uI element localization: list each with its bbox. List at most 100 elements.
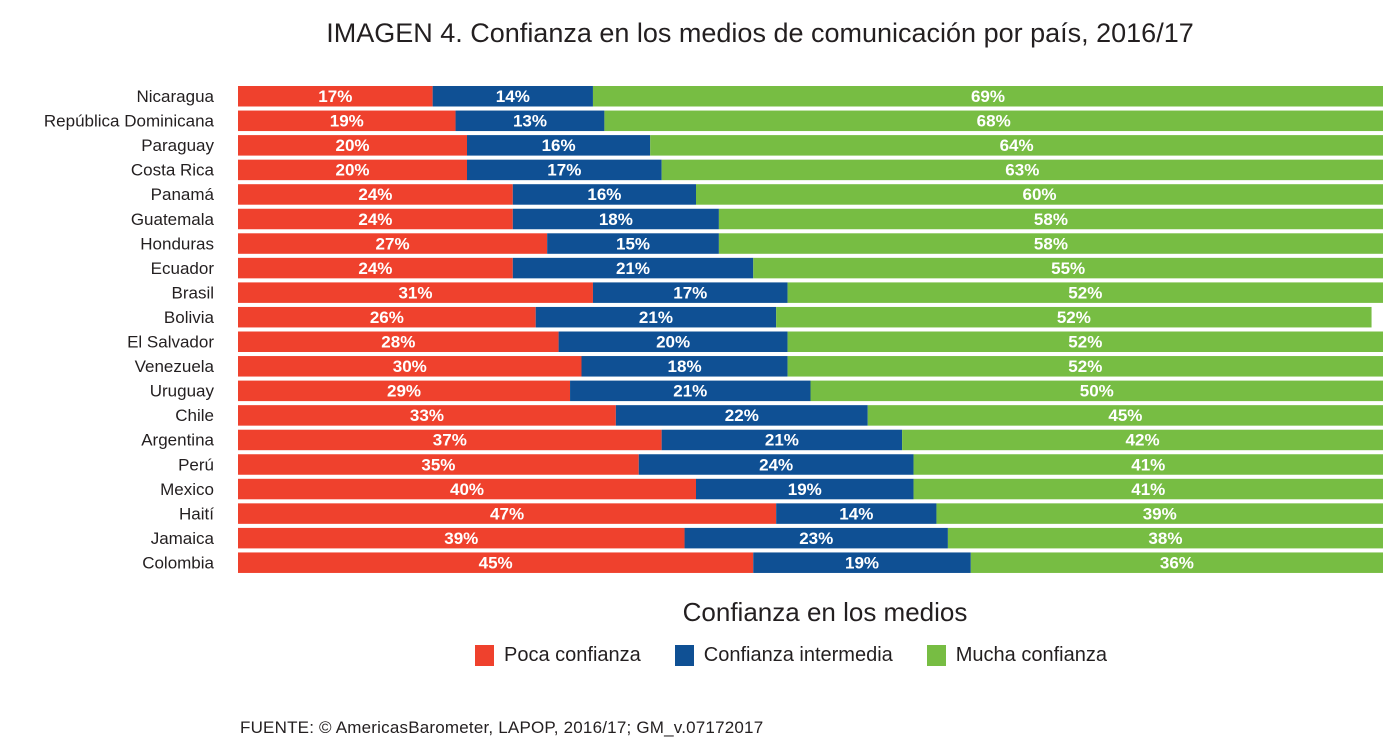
bar-bolivia-mucha-confianza bbox=[776, 306, 1372, 328]
bar-honduras-mucha-confianza bbox=[718, 233, 1383, 254]
data-label-chile-confianza-intermedia: 22% bbox=[725, 406, 759, 425]
data-label-ecuador-confianza-intermedia: 21% bbox=[616, 259, 650, 278]
data-label-jamaica-confianza-intermedia: 23% bbox=[799, 529, 833, 548]
bar-venezuela-confianza-intermedia bbox=[581, 356, 788, 377]
bar-chile-mucha-confianza bbox=[867, 405, 1383, 426]
country-label-argentina: Argentina bbox=[141, 431, 214, 450]
bar-argentina-confianza-intermedia bbox=[661, 429, 903, 451]
bar-jamaica-confianza-intermedia bbox=[684, 527, 948, 549]
data-label-brasil-mucha-confianza: 52% bbox=[1068, 283, 1102, 302]
country-label-bolivia: Bolivia bbox=[164, 308, 215, 327]
data-label-el-salvador-mucha-confianza: 52% bbox=[1068, 333, 1102, 352]
bar-bolivia-poca-confianza bbox=[238, 306, 536, 328]
data-label-costa-rica-confianza-intermedia: 17% bbox=[547, 161, 581, 180]
bar-brasil-mucha-confianza bbox=[787, 282, 1383, 303]
bar-argentina-poca-confianza bbox=[238, 429, 662, 451]
country-label-mexico: Mexico bbox=[160, 480, 214, 499]
data-label-el-salvador-confianza-intermedia: 20% bbox=[656, 333, 690, 352]
data-label-peru-mucha-confianza: 41% bbox=[1131, 455, 1165, 474]
bar-haiti-poca-confianza bbox=[238, 503, 777, 524]
bar-guatemala-confianza-intermedia bbox=[512, 208, 719, 230]
data-label-chile-poca-confianza: 33% bbox=[410, 406, 444, 425]
bar-costa-rica-confianza-intermedia bbox=[467, 159, 662, 181]
bar-honduras-confianza-intermedia bbox=[547, 233, 719, 254]
bar-panama-mucha-confianza bbox=[696, 184, 1383, 205]
data-label-argentina-mucha-confianza: 42% bbox=[1126, 431, 1160, 450]
data-label-mexico-mucha-confianza: 41% bbox=[1131, 480, 1165, 499]
data-label-bolivia-poca-confianza: 26% bbox=[370, 308, 404, 327]
data-label-nicaragua-poca-confianza: 17% bbox=[318, 87, 352, 106]
bar-chile-confianza-intermedia bbox=[615, 405, 868, 426]
data-label-venezuela-poca-confianza: 30% bbox=[393, 357, 427, 376]
legend-swatch-poca bbox=[475, 645, 494, 666]
bar-jamaica-poca-confianza bbox=[238, 527, 685, 549]
data-label-brasil-confianza-intermedia: 17% bbox=[673, 283, 707, 302]
data-label-costa-rica-mucha-confianza: 63% bbox=[1005, 161, 1039, 180]
data-label-bolivia-mucha-confianza: 52% bbox=[1057, 308, 1091, 327]
bar-nicaragua-poca-confianza bbox=[238, 86, 433, 107]
data-label-chile-mucha-confianza: 45% bbox=[1108, 406, 1142, 425]
data-label-nicaragua-confianza-intermedia: 14% bbox=[496, 87, 530, 106]
data-label-haiti-confianza-intermedia: 14% bbox=[839, 504, 873, 523]
bar-peru-poca-confianza bbox=[238, 454, 639, 475]
country-label-jamaica: Jamaica bbox=[151, 529, 215, 548]
data-label-mexico-poca-confianza: 40% bbox=[450, 480, 484, 499]
data-label-mexico-confianza-intermedia: 19% bbox=[788, 480, 822, 499]
bar-bolivia-confianza-intermedia bbox=[535, 306, 777, 328]
data-label-ecuador-mucha-confianza: 55% bbox=[1051, 259, 1085, 278]
country-label-haiti: Haití bbox=[179, 504, 214, 523]
bar-el-salvador-confianza-intermedia bbox=[558, 331, 788, 352]
bar-guatemala-poca-confianza bbox=[238, 208, 513, 230]
bar-panama-confianza-intermedia bbox=[512, 184, 696, 205]
bar-chile-poca-confianza bbox=[238, 405, 616, 426]
data-label-colombia-confianza-intermedia: 19% bbox=[845, 553, 879, 572]
data-label-nicaragua-mucha-confianza: 69% bbox=[971, 87, 1005, 106]
bar-mexico-poca-confianza bbox=[238, 478, 696, 500]
data-label-uruguay-mucha-confianza: 50% bbox=[1080, 382, 1114, 401]
data-label-guatemala-poca-confianza: 24% bbox=[358, 210, 392, 229]
data-label-peru-confianza-intermedia: 24% bbox=[759, 455, 793, 474]
source-note: FUENTE: © AmericasBarometer, LAPOP, 2016… bbox=[240, 718, 764, 737]
bar-panama-poca-confianza bbox=[238, 184, 513, 205]
bar-venezuela-mucha-confianza bbox=[787, 356, 1383, 377]
bar-republica-dominicana-poca-confianza bbox=[238, 110, 456, 132]
bar-nicaragua-mucha-confianza bbox=[592, 86, 1383, 107]
country-label-el-salvador: El Salvador bbox=[127, 333, 214, 352]
data-label-haiti-mucha-confianza: 39% bbox=[1143, 504, 1177, 523]
legend-item-poca: Poca confianza bbox=[475, 644, 641, 667]
data-label-uruguay-confianza-intermedia: 21% bbox=[673, 382, 707, 401]
country-label-chile: Chile bbox=[175, 406, 214, 425]
data-label-jamaica-poca-confianza: 39% bbox=[444, 529, 478, 548]
bar-paraguay-poca-confianza bbox=[238, 135, 467, 156]
data-label-peru-poca-confianza: 35% bbox=[421, 455, 455, 474]
legend-item-mucha: Mucha confianza bbox=[926, 644, 1107, 667]
data-label-honduras-mucha-confianza: 58% bbox=[1034, 234, 1068, 253]
stacked-bar-chart: Nicaragua República Dominicana Paraguay Cos… bbox=[44, 86, 1383, 573]
data-label-paraguay-confianza-intermedia: 16% bbox=[542, 136, 576, 155]
bar-jamaica-mucha-confianza bbox=[947, 527, 1383, 549]
bar-ecuador-confianza-intermedia bbox=[512, 257, 754, 279]
bar-haiti-mucha-confianza bbox=[936, 503, 1383, 524]
country-label-colombia: Colombia bbox=[142, 553, 214, 572]
legend-label-intermedia: Confianza intermedia bbox=[703, 644, 893, 666]
country-label-republica-dominicana: República Dominicana bbox=[44, 112, 215, 131]
bars: 17% 14% 69% 19% 13% 68% 20% 16% 64% 20% 17% 63% 24% 1… bbox=[238, 86, 1383, 573]
legend-item-intermedia: Confianza intermedia bbox=[674, 644, 893, 667]
data-label-panama-mucha-confianza: 60% bbox=[1022, 185, 1056, 204]
bar-uruguay-confianza-intermedia bbox=[570, 380, 811, 402]
bar-argentina-mucha-confianza bbox=[902, 429, 1383, 451]
bar-colombia-poca-confianza bbox=[238, 552, 754, 573]
data-label-jamaica-mucha-confianza: 38% bbox=[1148, 529, 1182, 548]
country-label-nicaragua: Nicaragua bbox=[137, 87, 215, 106]
data-label-republica-dominicana-mucha-confianza: 68% bbox=[977, 112, 1011, 131]
country-label-uruguay: Uruguay bbox=[150, 382, 215, 401]
bar-paraguay-mucha-confianza bbox=[650, 135, 1383, 156]
country-label-honduras: Honduras bbox=[140, 234, 214, 253]
legend: Poca confianza Confianza intermedia Much… bbox=[475, 644, 1141, 667]
bar-colombia-mucha-confianza bbox=[970, 552, 1383, 573]
data-label-argentina-poca-confianza: 37% bbox=[433, 431, 467, 450]
data-label-honduras-poca-confianza: 27% bbox=[376, 234, 410, 253]
country-label-panama: Panamá bbox=[151, 185, 215, 204]
bar-mexico-mucha-confianza bbox=[913, 478, 1383, 500]
bar-ecuador-poca-confianza bbox=[238, 257, 513, 279]
